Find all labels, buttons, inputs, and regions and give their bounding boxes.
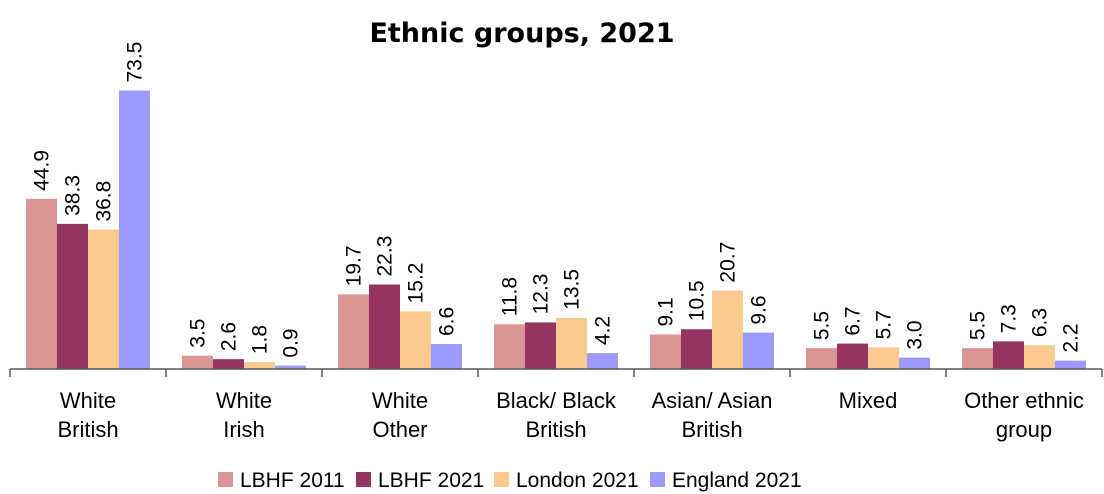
value-label-5-3: 3.0	[904, 320, 927, 349]
chart-title: Ethnic groups, 2021	[369, 18, 674, 49]
bar-6-3	[1055, 360, 1086, 369]
bar-2-0	[338, 294, 369, 369]
value-label-1-2: 1.8	[249, 325, 272, 354]
value-label-1-3: 0.9	[280, 328, 303, 357]
value-label-0-1: 38.3	[62, 175, 85, 216]
legend: LBHF 2011 LBHF 2021 London 2021 England 202…	[218, 469, 802, 492]
value-label-0-0: 44.9	[31, 150, 54, 191]
legend-label-1: LBHF 2021	[378, 469, 484, 492]
legend-swatch-2	[494, 472, 509, 487]
value-label-6-2: 6.3	[1029, 308, 1052, 337]
value-label-6-0: 5.5	[967, 311, 990, 340]
value-label-4-1: 10.5	[686, 280, 709, 321]
x-axis-ticks	[9, 369, 1103, 377]
bar-5-1	[837, 343, 868, 369]
value-label-2-3: 6.6	[436, 307, 459, 336]
category-label-3: Black/ Black British	[496, 388, 617, 442]
value-label-6-1: 7.3	[998, 304, 1021, 333]
value-label-6-3: 2.2	[1060, 323, 1083, 352]
value-label-4-2: 20.7	[717, 242, 740, 283]
bar-3-0	[494, 324, 525, 369]
bar-5-3	[899, 357, 930, 369]
bar-4-1	[681, 329, 712, 369]
bar-5-2	[868, 347, 899, 369]
value-label-3-1: 12.3	[530, 274, 553, 315]
value-label-2-1: 22.3	[374, 236, 397, 277]
legend-label-2: London 2021	[516, 469, 639, 492]
value-label-5-2: 5.7	[873, 310, 896, 339]
category-labels: White British White Irish White Other Black/ B…	[57, 388, 1083, 442]
bar-0-0	[26, 198, 57, 369]
value-labels-layer: 44.9 38.3 36.8 73.5 3.5 2.6 1.8 0.9 19.7 22.3 15.2…	[31, 42, 1083, 358]
value-label-2-0: 19.7	[343, 245, 366, 286]
bar-6-2	[1024, 345, 1055, 369]
value-label-3-0: 11.8	[499, 277, 522, 316]
bar-3-2	[556, 317, 587, 369]
category-label-1: White Irish	[216, 388, 272, 442]
bar-1-2	[244, 362, 275, 369]
bar-6-1	[993, 341, 1024, 369]
bar-1-0	[182, 355, 213, 369]
value-label-2-2: 15.2	[405, 263, 428, 304]
value-label-1-1: 2.6	[218, 322, 241, 351]
legend-swatch-3	[650, 472, 665, 487]
value-label-0-3: 73.5	[124, 42, 147, 83]
bar-4-2	[712, 290, 743, 369]
value-label-5-1: 6.7	[842, 306, 865, 335]
legend-label-0: LBHF 2011	[240, 469, 345, 492]
legend-swatch-0	[218, 472, 233, 487]
bar-0-1	[57, 223, 88, 369]
bar-0-2	[88, 229, 119, 369]
bar-1-3	[275, 365, 306, 369]
category-label-4: Asian/ Asian British	[651, 388, 772, 442]
value-label-4-3: 9.6	[748, 295, 771, 324]
value-label-3-2: 13.5	[561, 269, 584, 310]
category-label-5: Mixed	[839, 388, 898, 413]
bar-2-1	[369, 284, 400, 369]
bar-5-0	[806, 348, 837, 369]
category-label-0: White British	[57, 388, 118, 442]
bar-0-3	[119, 90, 150, 369]
bar-2-2	[400, 311, 431, 369]
legend-swatch-1	[356, 472, 371, 487]
bar-4-0	[650, 334, 681, 369]
bars-layer	[26, 90, 1086, 369]
value-label-5-0: 5.5	[811, 311, 834, 340]
bar-3-3	[587, 353, 618, 369]
bar-3-1	[525, 322, 556, 369]
value-label-0-2: 36.8	[93, 181, 116, 222]
value-label-1-0: 3.5	[187, 319, 210, 348]
value-label-4-0: 9.1	[655, 297, 678, 326]
category-label-6: Other ethnic group	[964, 388, 1084, 442]
bar-2-3	[431, 343, 462, 369]
bar-4-3	[743, 332, 774, 369]
value-label-3-3: 4.2	[592, 316, 615, 345]
legend-label-3: England 2021	[672, 469, 802, 492]
category-label-2: White Other	[372, 388, 428, 442]
bar-6-0	[962, 348, 993, 369]
bar-1-1	[213, 359, 244, 369]
